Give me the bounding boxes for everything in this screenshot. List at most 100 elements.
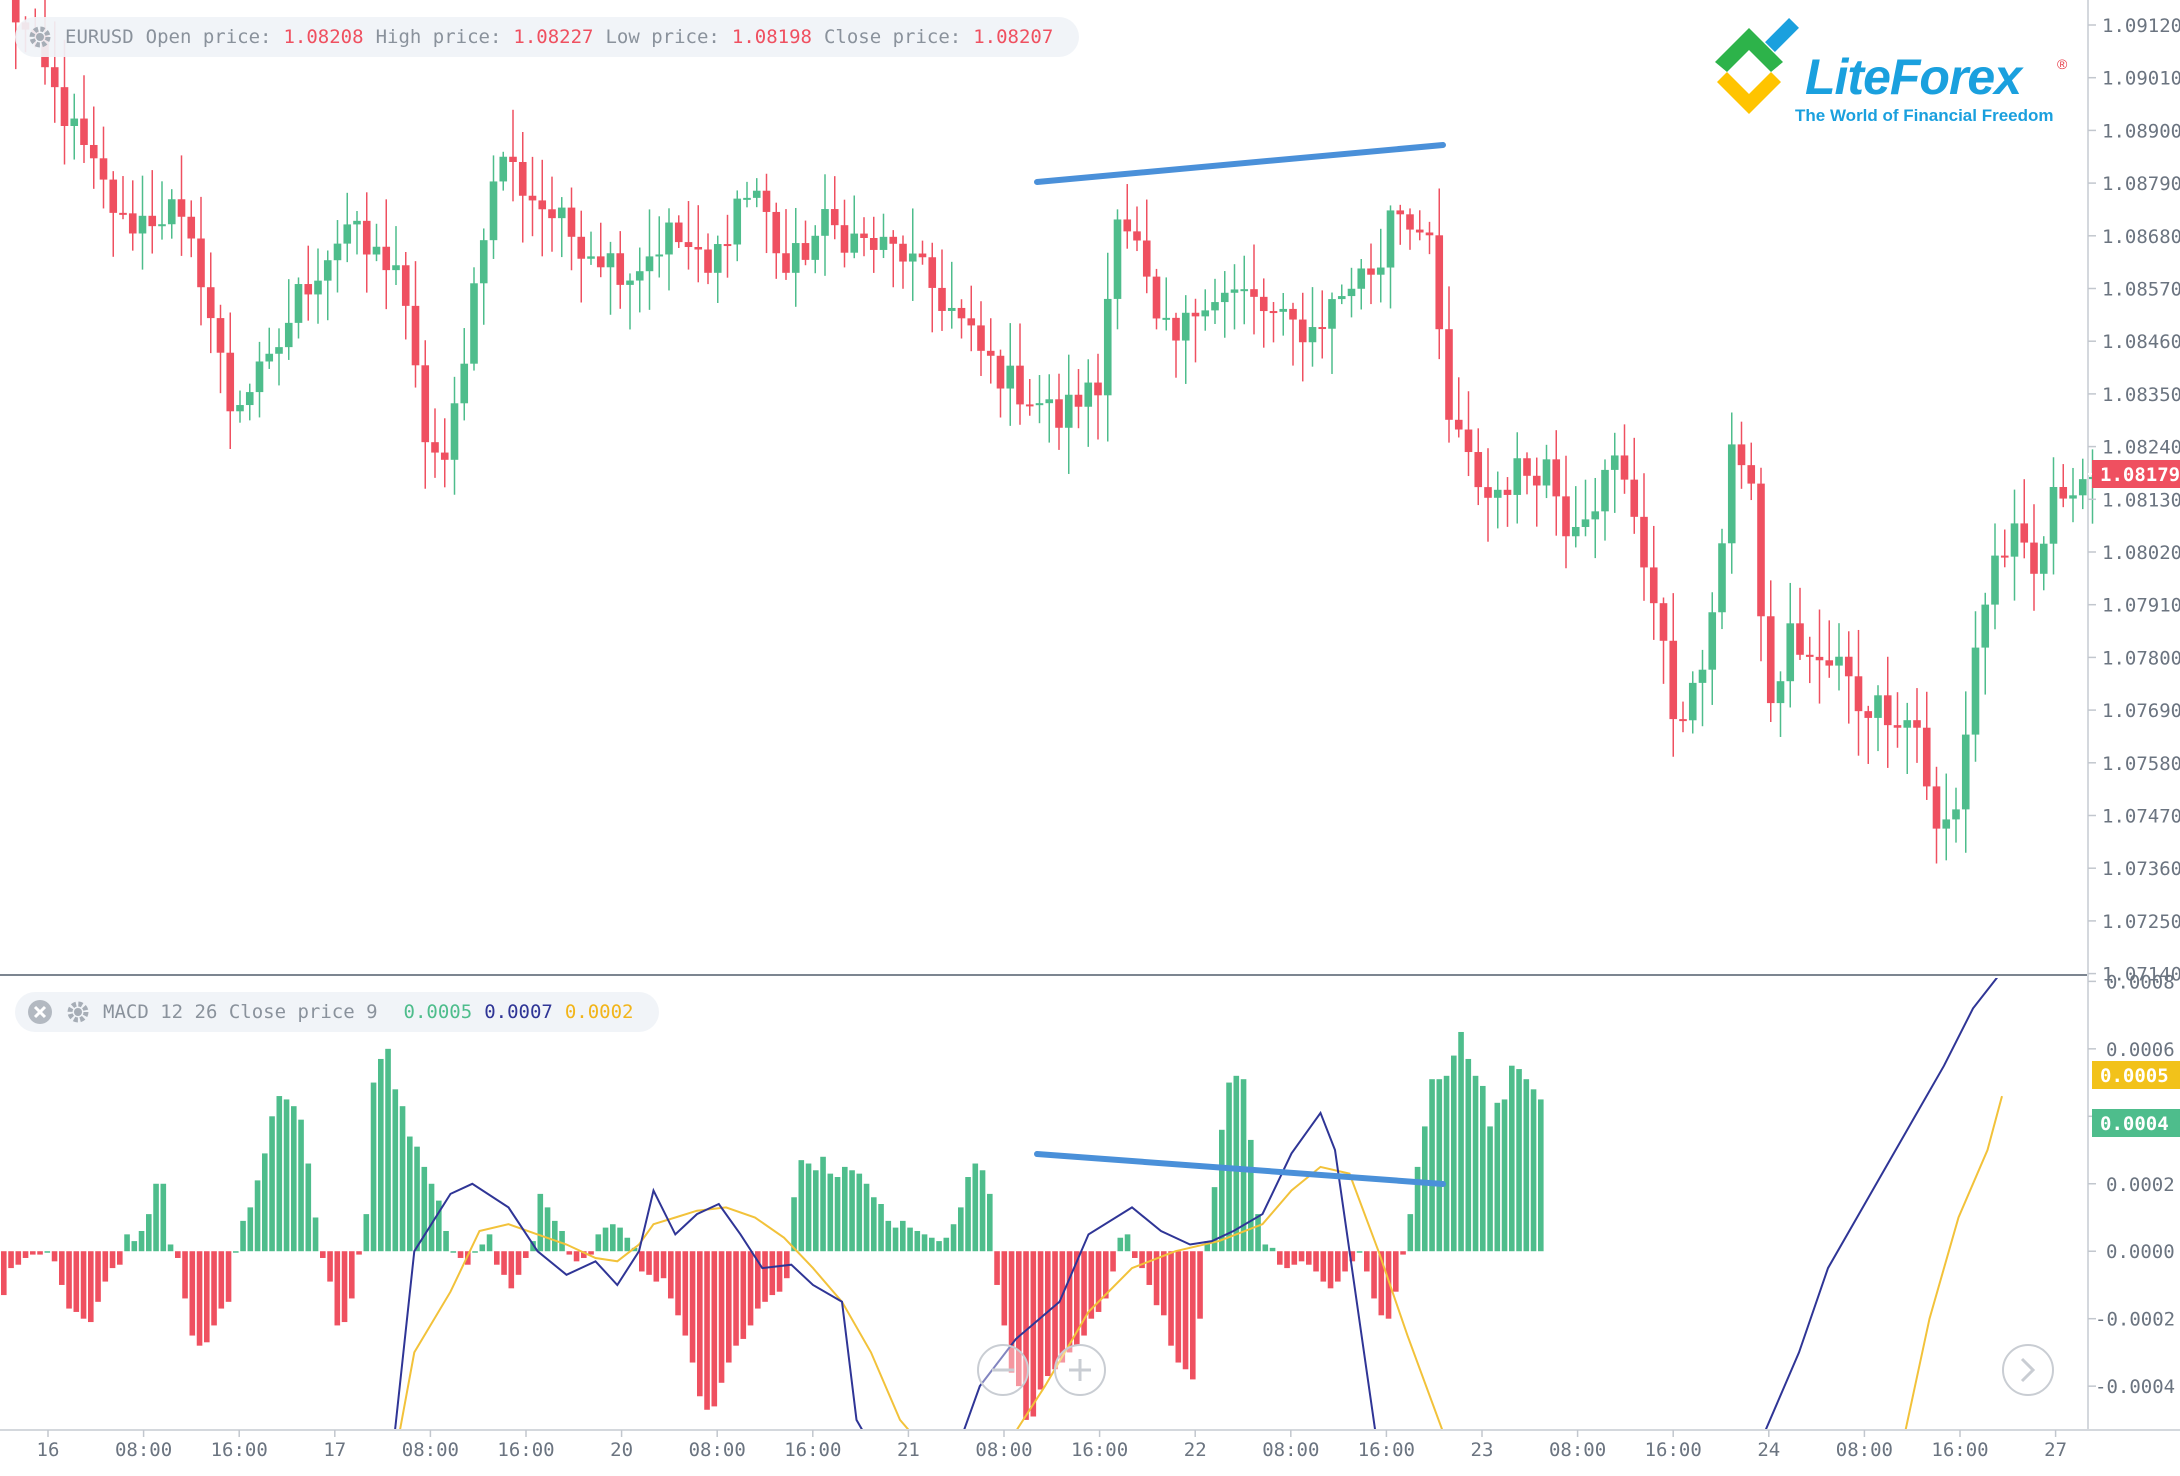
gear-icon[interactable]	[65, 999, 91, 1025]
candle[interactable]	[557, 197, 566, 258]
candle[interactable]	[2000, 529, 2009, 568]
candle[interactable]	[967, 285, 976, 352]
candle[interactable]	[1640, 473, 1648, 601]
candle[interactable]	[830, 176, 839, 240]
candle[interactable]	[869, 216, 878, 273]
candle[interactable]	[1181, 295, 1190, 384]
macd-divergence-line[interactable]	[1034, 1151, 1446, 1187]
candle[interactable]	[762, 173, 771, 254]
candle[interactable]	[2020, 479, 2029, 559]
candle[interactable]	[928, 242, 937, 333]
candle[interactable]	[665, 208, 673, 291]
candle[interactable]	[333, 220, 342, 293]
candle[interactable]	[518, 132, 527, 243]
candle[interactable]	[1006, 323, 1015, 426]
candle[interactable]	[528, 156, 537, 237]
candle[interactable]	[1269, 301, 1278, 343]
candle[interactable]	[109, 171, 118, 257]
candle[interactable]	[1718, 528, 1726, 630]
candle[interactable]	[226, 312, 235, 449]
candle[interactable]	[138, 175, 147, 270]
candle[interactable]	[577, 210, 586, 303]
candle[interactable]	[1152, 268, 1161, 330]
candle[interactable]	[177, 155, 186, 256]
candle[interactable]	[1133, 206, 1141, 252]
candle[interactable]	[655, 216, 664, 278]
candle[interactable]	[1094, 353, 1102, 440]
candle[interactable]	[284, 279, 293, 360]
candle[interactable]	[1523, 452, 1531, 495]
candle[interactable]	[2069, 467, 2077, 523]
candle[interactable]	[314, 248, 322, 324]
candle[interactable]	[1532, 457, 1541, 527]
scroll-right-button[interactable]	[2002, 1344, 2054, 1396]
candle[interactable]	[1347, 267, 1356, 318]
candle[interactable]	[850, 195, 859, 259]
candle[interactable]	[1776, 671, 1785, 737]
candle[interactable]	[479, 228, 488, 325]
candle[interactable]	[1240, 255, 1249, 325]
candle[interactable]	[791, 207, 800, 307]
candle[interactable]	[1708, 592, 1717, 705]
candle[interactable]	[1357, 259, 1366, 310]
candle[interactable]	[733, 190, 742, 262]
candle[interactable]	[1864, 705, 1873, 764]
candle[interactable]	[1211, 278, 1219, 325]
candle[interactable]	[899, 235, 907, 289]
candle[interactable]	[1883, 656, 1892, 768]
candle[interactable]	[879, 213, 888, 259]
candle[interactable]	[1376, 228, 1385, 303]
candle[interactable]	[704, 233, 712, 285]
candle[interactable]	[1289, 302, 1297, 366]
candle[interactable]	[596, 222, 605, 278]
candle[interactable]	[772, 202, 781, 279]
candle[interactable]	[1737, 421, 1746, 489]
candle[interactable]	[275, 328, 283, 386]
macd-line[interactable]	[1, 971, 2002, 1476]
price-divergence-line[interactable]	[1034, 142, 1446, 185]
candle[interactable]	[1318, 290, 1327, 359]
candle[interactable]	[674, 215, 683, 248]
candle[interactable]	[1766, 580, 1775, 723]
candle[interactable]	[538, 159, 547, 257]
candle[interactable]	[1386, 205, 1395, 309]
zoom-in-button[interactable]	[1054, 1344, 1106, 1396]
candle[interactable]	[1415, 210, 1424, 241]
candle[interactable]	[70, 93, 79, 160]
candle[interactable]	[2059, 464, 2068, 508]
candle[interactable]	[1396, 204, 1405, 245]
candle[interactable]	[1084, 359, 1093, 447]
candle[interactable]	[1484, 448, 1492, 542]
candle[interactable]	[1854, 629, 1863, 756]
candle[interactable]	[1630, 437, 1639, 534]
candle[interactable]	[811, 225, 820, 274]
candle[interactable]	[431, 408, 439, 478]
candle[interactable]	[1952, 787, 1960, 843]
candle[interactable]	[1542, 444, 1551, 499]
candle[interactable]	[2030, 504, 2038, 611]
candle[interactable]	[392, 226, 400, 285]
candle[interactable]	[1688, 671, 1697, 734]
candle[interactable]	[1103, 252, 1112, 442]
candle[interactable]	[158, 181, 166, 240]
candle[interactable]	[1123, 184, 1132, 249]
candle[interactable]	[1074, 369, 1083, 429]
candle[interactable]	[1474, 428, 1483, 506]
candle[interactable]	[1259, 278, 1268, 348]
candle[interactable]	[1601, 459, 1609, 541]
candle[interactable]	[1562, 455, 1570, 569]
candle[interactable]	[1016, 323, 1024, 425]
candle[interactable]	[1513, 432, 1522, 524]
candle[interactable]	[1786, 582, 1795, 708]
candle[interactable]	[148, 170, 157, 254]
candle[interactable]	[1552, 430, 1561, 536]
candle[interactable]	[1191, 298, 1200, 363]
candle[interactable]	[1113, 209, 1122, 330]
candle[interactable]	[1571, 486, 1580, 548]
candle[interactable]	[128, 180, 137, 251]
candle[interactable]	[1903, 702, 1912, 774]
candle[interactable]	[1971, 611, 1980, 762]
candle[interactable]	[411, 261, 420, 388]
candle[interactable]	[1825, 620, 1834, 678]
candle[interactable]	[1757, 467, 1765, 662]
